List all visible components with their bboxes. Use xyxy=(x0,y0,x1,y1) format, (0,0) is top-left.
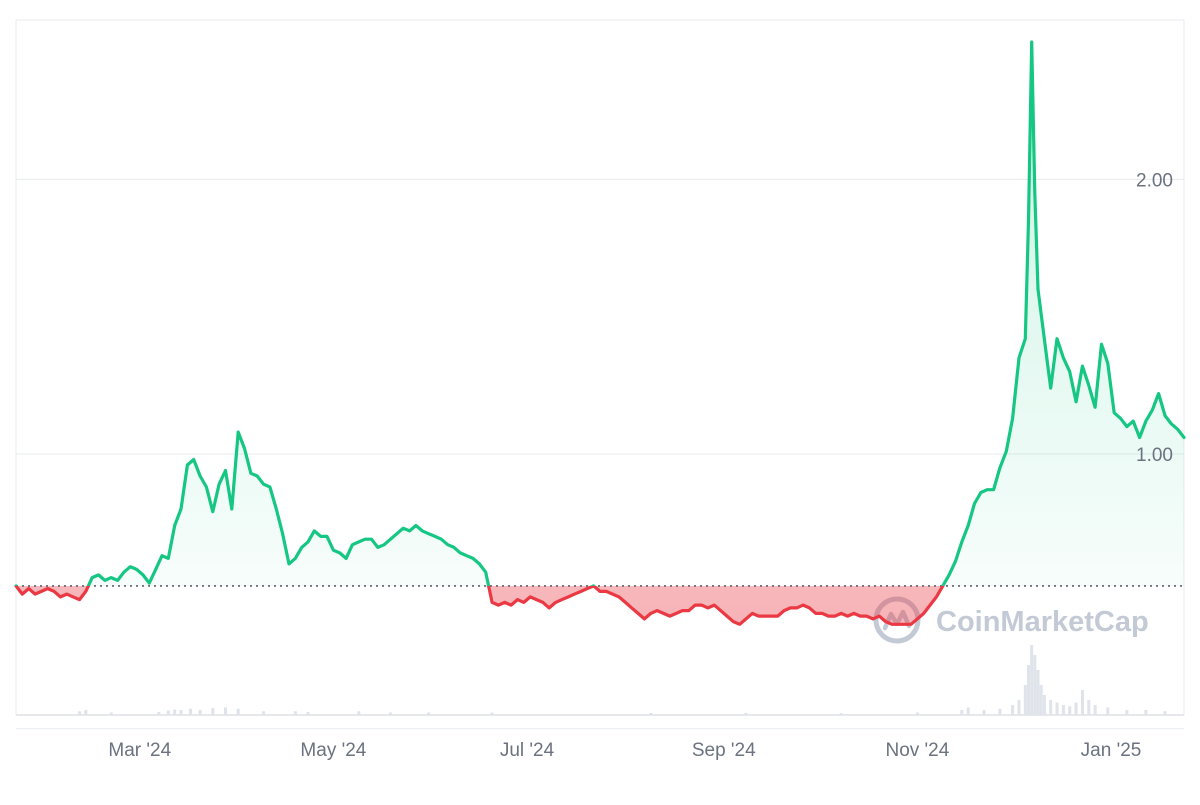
price-line-down xyxy=(14,585,945,626)
volume-bar xyxy=(1068,706,1072,715)
volume-bar xyxy=(1030,645,1034,715)
volume-bars xyxy=(77,645,1167,715)
volume-bar xyxy=(490,712,494,715)
volume-bar xyxy=(109,712,113,715)
volume-bar xyxy=(236,708,240,715)
price-area xyxy=(16,42,1184,625)
volume-bar xyxy=(1049,700,1053,715)
grid-lines xyxy=(15,19,1185,730)
x-axis: Mar '24 May '24 Jul '24 Sep '24 Nov '24 Jan '… xyxy=(108,740,1141,761)
volume-bar xyxy=(982,710,986,715)
volume-bar xyxy=(915,712,919,715)
volume-bar xyxy=(839,713,843,715)
watermark: CoinMarketCap xyxy=(873,596,1149,644)
volume-bar xyxy=(198,710,202,715)
volume-bar xyxy=(960,710,964,715)
price-area-below xyxy=(16,585,1184,625)
y-tick-label: 1.00 xyxy=(1136,445,1173,466)
price-line xyxy=(14,40,1186,626)
x-tick-label: Jul '24 xyxy=(500,740,555,761)
volume-bar xyxy=(1039,685,1043,715)
volume-bar xyxy=(1087,700,1091,715)
volume-bar xyxy=(1023,685,1027,715)
volume-bar xyxy=(427,712,431,715)
volume-bar xyxy=(293,711,297,715)
volume-bar xyxy=(1036,670,1040,715)
volume-bar xyxy=(998,708,1002,715)
watermark-text: CoinMarketCap xyxy=(936,606,1149,638)
volume-bar xyxy=(189,708,193,715)
volume-bar xyxy=(744,713,748,715)
volume-bar xyxy=(1061,705,1065,715)
volume-bar xyxy=(84,710,88,715)
price-line-up xyxy=(14,40,1186,586)
volume-bar xyxy=(1080,690,1084,715)
volume-bar xyxy=(1163,711,1167,715)
volume-bar xyxy=(389,712,393,715)
volume-bar xyxy=(77,711,81,715)
x-tick-label: Nov '24 xyxy=(885,740,949,761)
volume-bar xyxy=(1144,710,1148,715)
x-tick-label: May '24 xyxy=(300,740,366,761)
volume-bar xyxy=(1074,702,1078,715)
volume-bar xyxy=(157,712,161,715)
volume-bar xyxy=(211,708,215,715)
y-tick-label: 2.00 xyxy=(1136,170,1173,191)
volume-bar xyxy=(966,707,970,715)
x-tick-label: Sep '24 xyxy=(692,740,756,761)
volume-bar xyxy=(357,711,361,715)
volume-bar xyxy=(173,709,177,715)
volume-bar xyxy=(1093,705,1097,715)
volume-bar xyxy=(1017,700,1021,715)
volume-bar xyxy=(1042,695,1046,715)
x-tick-label: Mar '24 xyxy=(108,740,171,761)
volume-bar xyxy=(1026,665,1030,715)
volume-bar xyxy=(1125,710,1129,715)
volume-bar xyxy=(1033,655,1037,715)
volume-bar xyxy=(223,707,227,715)
x-tick-label: Jan '25 xyxy=(1081,740,1142,761)
y-axis: 2.00 1.00 xyxy=(1136,170,1173,466)
volume-bar xyxy=(166,710,170,715)
volume-bar xyxy=(1106,707,1110,715)
price-area-above xyxy=(88,42,1184,586)
volume-bar xyxy=(1055,702,1059,715)
volume-bar xyxy=(1011,705,1015,715)
volume-bar xyxy=(649,713,653,715)
volume-bar xyxy=(262,711,266,715)
volume-bar xyxy=(306,712,310,715)
volume-bar xyxy=(179,710,183,715)
